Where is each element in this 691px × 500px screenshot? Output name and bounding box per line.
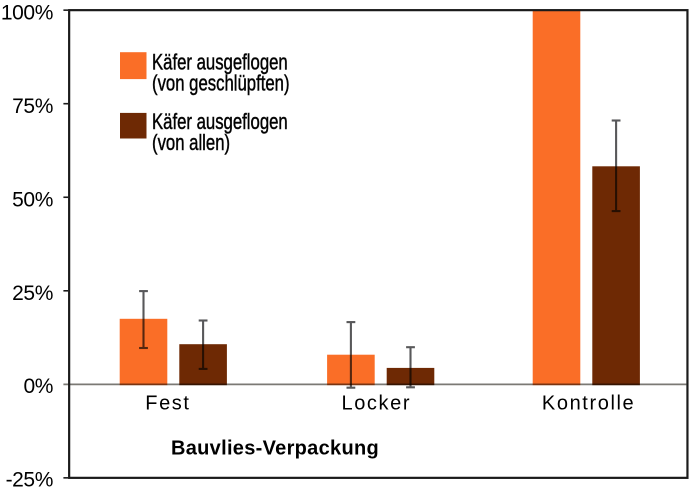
svg-text:-25%: -25% [6,469,53,492]
svg-text:Locker: Locker [341,393,411,415]
svg-text:Kontrolle: Kontrolle [542,393,635,415]
svg-text:0%: 0% [23,375,53,398]
svg-text:50%: 50% [12,188,53,211]
svg-text:Fest: Fest [145,393,190,415]
svg-text:Bauvlies-Verpackung: Bauvlies-Verpackung [171,437,379,459]
svg-text:100%: 100% [1,2,53,25]
svg-text:75%: 75% [12,95,53,118]
svg-text:25%: 25% [12,282,53,305]
svg-text:Käfer ausgeflogen(von geschlüp: Käfer ausgeflogen (von geschlüpften) [152,50,290,96]
